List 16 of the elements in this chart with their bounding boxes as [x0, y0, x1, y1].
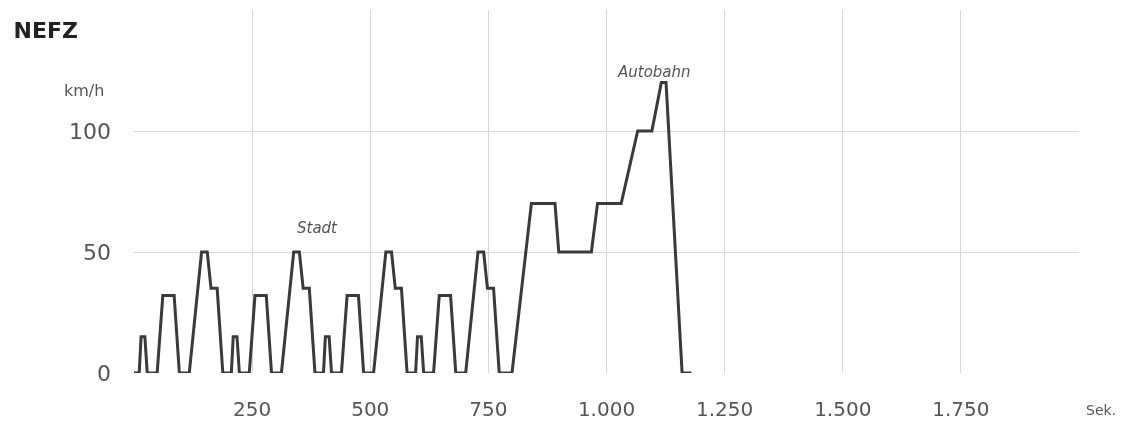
- x-tick-label: 1.500: [814, 397, 872, 421]
- chart-title: NEFZ: [13, 17, 78, 43]
- x-tick-label: 750: [469, 397, 508, 421]
- line-series: [134, 81, 694, 373]
- x-tick-label: 500: [351, 397, 390, 421]
- annotation: Autobahn: [617, 63, 691, 81]
- y-tick-label: 0: [97, 360, 111, 386]
- x-tick-label: 250: [233, 397, 272, 421]
- x-tick-label: 1.750: [932, 397, 990, 421]
- y-tick-label: 100: [69, 118, 111, 144]
- y-tick-label: 50: [83, 239, 111, 265]
- x-tick-label: 1.250: [696, 397, 754, 421]
- x-axis-title: Sek.: [1086, 402, 1117, 418]
- annotation: Stadt: [297, 219, 339, 237]
- y-axis-title: km/h: [64, 81, 105, 100]
- x-tick-label: 1.000: [577, 397, 636, 421]
